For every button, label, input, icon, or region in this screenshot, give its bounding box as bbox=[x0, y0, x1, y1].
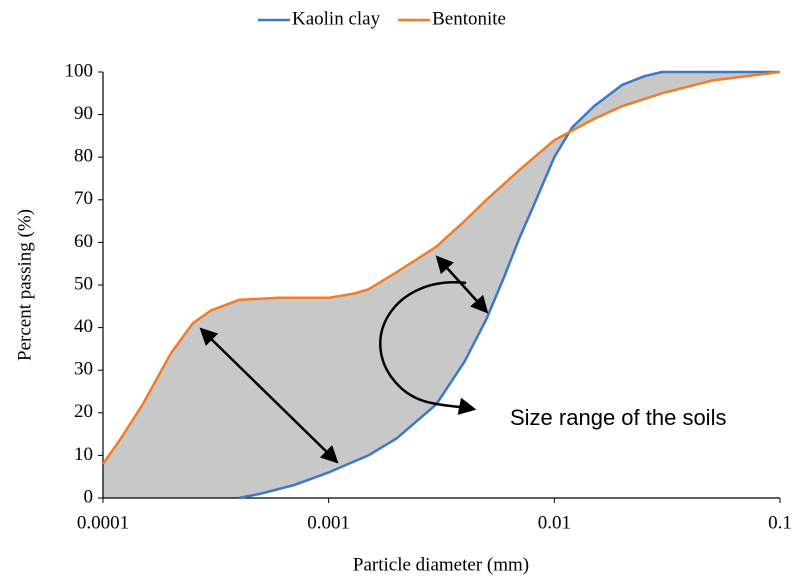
y-tick-label: 40 bbox=[74, 316, 93, 337]
y-tick-label: 60 bbox=[74, 231, 93, 252]
legend-label: Bentonite bbox=[432, 8, 506, 29]
y-tick-label: 30 bbox=[74, 359, 93, 380]
y-tick-label: 100 bbox=[65, 60, 94, 81]
x-tick-label: 0.1 bbox=[768, 512, 792, 533]
series-line bbox=[238, 70, 780, 500]
legend-label: Kaolin clay bbox=[292, 8, 381, 29]
annotation: Size range of the soils bbox=[510, 405, 726, 430]
y-tick-label: 20 bbox=[74, 401, 93, 422]
curved-arrow bbox=[379, 281, 477, 415]
y-tick-label: 90 bbox=[74, 103, 93, 124]
arrow bbox=[435, 255, 489, 314]
x-tick-label: 0.01 bbox=[538, 512, 571, 533]
range-fill bbox=[103, 72, 780, 498]
x-tick-label: 0.0001 bbox=[77, 512, 129, 533]
y-tick-label: 70 bbox=[74, 188, 93, 209]
y-tick-label: 50 bbox=[74, 273, 93, 294]
x-tick-label: 0.001 bbox=[307, 512, 350, 533]
arrow bbox=[199, 327, 339, 464]
y-tick-label: 10 bbox=[74, 444, 93, 465]
series-line bbox=[101, 70, 781, 465]
y-axis-title: Percent passing (%) bbox=[14, 209, 35, 361]
y-tick-label: 0 bbox=[84, 486, 94, 507]
y-tick-label: 80 bbox=[74, 146, 93, 167]
x-axis-title: Particle diameter (mm) bbox=[353, 554, 529, 575]
